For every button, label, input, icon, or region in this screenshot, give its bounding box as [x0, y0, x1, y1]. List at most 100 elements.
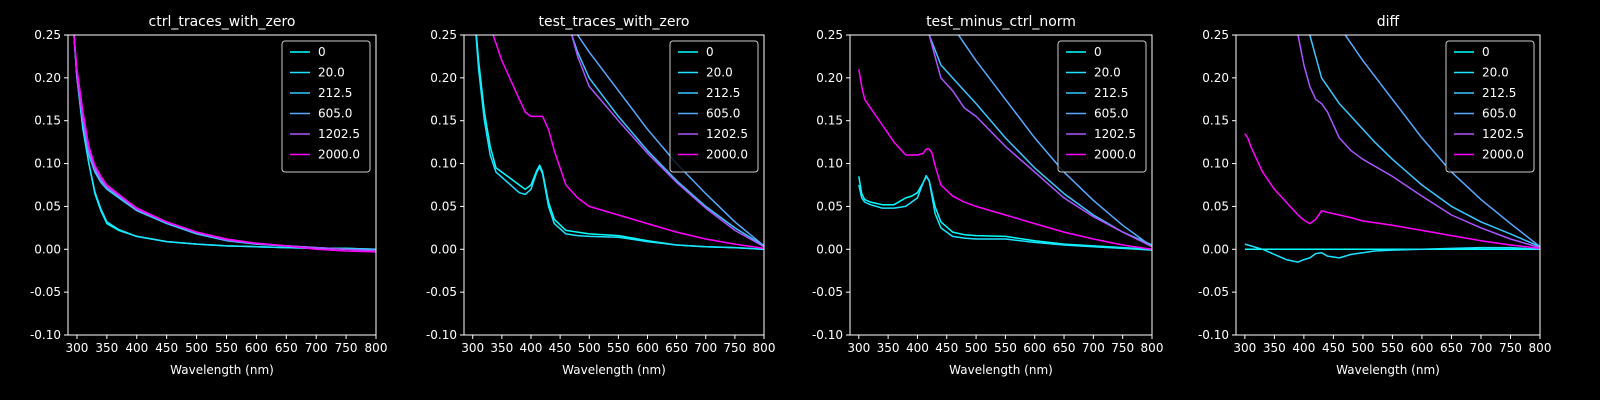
x-tick-label: 800 — [1141, 341, 1164, 355]
legend-label: 0 — [1482, 45, 1490, 59]
x-axis-label: Wavelength (nm) — [949, 363, 1053, 377]
x-tick-label: 800 — [753, 341, 776, 355]
x-tick-label: 300 — [847, 341, 870, 355]
series-line-605.0 — [1344, 35, 1540, 248]
x-tick-label: 400 — [1292, 341, 1315, 355]
series-line-212.5 — [571, 35, 764, 247]
legend-label: 20.0 — [318, 66, 345, 80]
legend-label: 2000.0 — [318, 148, 360, 162]
y-tick-label: 0.05 — [34, 199, 61, 213]
x-tick-label: 400 — [520, 341, 543, 355]
legend-label: 20.0 — [706, 66, 733, 80]
legend-box — [281, 40, 371, 173]
y-tick-label: 0.00 — [34, 242, 61, 256]
series-line-20.0 — [73, 35, 376, 251]
y-tick-label: 0.15 — [1202, 114, 1229, 128]
chart-panel-2: test_traces_with_zero Wavelength (nm) 300 3… — [426, 14, 776, 377]
series-line-20.0 — [1244, 243, 1540, 263]
x-tick-label: 550 — [1381, 341, 1404, 355]
legend-label: 212.5 — [706, 86, 740, 100]
legend-label: 605.0 — [1482, 107, 1516, 121]
axes-frame — [1235, 34, 1541, 336]
legend: 0 20.0 212.5 605.0 1202.5 2000.0 — [1445, 40, 1535, 173]
y-tick-label: 0.25 — [34, 28, 61, 42]
x-tick-label: 700 — [694, 341, 717, 355]
x-tick-label: 500 — [1351, 341, 1374, 355]
x-tick-label: 650 — [665, 341, 688, 355]
x-tick-label: 750 — [723, 341, 746, 355]
x-tick-label: 650 — [1053, 341, 1076, 355]
legend-label: 20.0 — [1094, 66, 1121, 80]
axes-frame — [463, 34, 765, 336]
y-tick-label: 0.25 — [816, 28, 843, 42]
y-tick-label: 0.10 — [430, 157, 457, 171]
y-tick-label: 0.15 — [816, 114, 843, 128]
chart-panel-3: test_minus_ctrl_norm Wavelength (nm) 300 35… — [812, 14, 1164, 377]
chart-title: test_minus_ctrl_norm — [926, 14, 1076, 30]
plot-area — [1244, 35, 1540, 263]
series-line-605.0 — [576, 35, 764, 247]
legend-label: 0 — [1094, 45, 1102, 59]
legend: 0 20.0 212.5 605.0 1202.5 2000.0 — [1057, 40, 1147, 173]
y-tick-label: -0.05 — [1198, 285, 1229, 299]
series-line-1202.5 — [1297, 35, 1540, 249]
y-tick-label: -0.05 — [426, 285, 457, 299]
chart-title: test_traces_with_zero — [539, 14, 690, 30]
axes-frame — [67, 34, 377, 336]
x-tick-label: 350 — [95, 341, 118, 355]
legend-box — [1445, 40, 1535, 173]
axes-frame — [849, 34, 1153, 336]
y-tick-label: 0.25 — [430, 28, 457, 42]
series-line-1202.5 — [571, 35, 764, 248]
x-tick-label: 750 — [335, 341, 358, 355]
y-tick-label: 0.25 — [1202, 28, 1229, 42]
x-tick-label: 300 — [1233, 341, 1256, 355]
y-tick-label: 0.05 — [1202, 199, 1229, 213]
y-tick-label: 0.05 — [430, 199, 457, 213]
chart-panel-4: diff Wavelength (nm) 300 350 400 450 500 550 600… — [1198, 14, 1552, 377]
legend-label: 0 — [706, 45, 714, 59]
x-tick-label: 300 — [66, 341, 89, 355]
x-tick-label: 600 — [1410, 341, 1433, 355]
y-tick-label: -0.10 — [30, 328, 61, 342]
y-tick-label: 0.20 — [34, 71, 61, 85]
x-axis-label: Wavelength (nm) — [562, 363, 666, 377]
legend: 0 20.0 212.5 605.0 1202.5 2000.0 — [669, 40, 759, 173]
x-tick-label: 600 — [636, 341, 659, 355]
legend-label: 1202.5 — [318, 127, 360, 141]
x-axis-label: Wavelength (nm) — [170, 363, 274, 377]
x-tick-label: 600 — [1023, 341, 1046, 355]
y-tick-label: -0.10 — [1198, 328, 1229, 342]
x-tick-label: 750 — [1499, 341, 1522, 355]
series-line-20.0 — [858, 174, 1152, 251]
x-tick-label: 650 — [275, 341, 298, 355]
y-tick-label: 0.15 — [430, 114, 457, 128]
x-tick-label: 700 — [1082, 341, 1105, 355]
y-tick-label: 0.00 — [430, 242, 457, 256]
x-tick-label: 500 — [578, 341, 601, 355]
legend-label: 1202.5 — [1482, 127, 1524, 141]
legend-label: 2000.0 — [1482, 148, 1524, 162]
legend-label: 2000.0 — [1094, 148, 1136, 162]
legend-label: 0 — [318, 45, 326, 59]
series-line-2000.0 — [858, 69, 1152, 251]
x-tick-label: 550 — [607, 341, 630, 355]
chart-title: ctrl_traces_with_zero — [149, 14, 296, 30]
legend-label: 20.0 — [1482, 66, 1509, 80]
y-tick-label: -0.05 — [30, 285, 61, 299]
plot-area — [73, 35, 376, 253]
y-tick-label: 0.20 — [816, 71, 843, 85]
plot-area — [858, 35, 1152, 251]
legend-label: 212.5 — [318, 86, 352, 100]
x-tick-label: 800 — [1529, 341, 1552, 355]
x-tick-label: 700 — [1470, 341, 1493, 355]
x-tick-label: 600 — [245, 341, 268, 355]
x-tick-label: 450 — [549, 341, 572, 355]
y-tick-label: 0.10 — [34, 157, 61, 171]
y-tick-label: -0.10 — [426, 328, 457, 342]
x-tick-label: 500 — [965, 341, 988, 355]
x-tick-label: 550 — [215, 341, 238, 355]
x-tick-label: 700 — [305, 341, 328, 355]
y-tick-label: -0.05 — [812, 285, 843, 299]
